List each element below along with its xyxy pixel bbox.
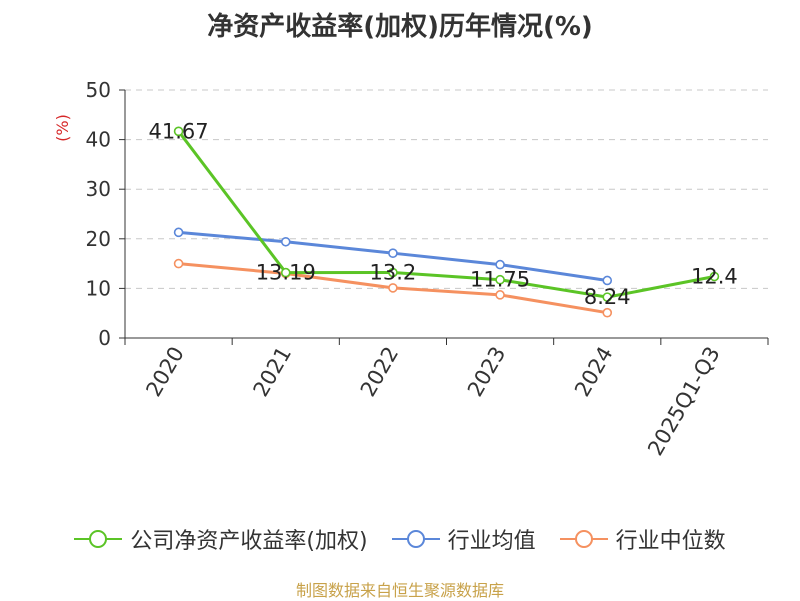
y-axis-label: (%) — [53, 114, 72, 142]
x-tick-label: 2025Q1-Q3 — [643, 343, 725, 460]
legend-marker-icon — [391, 530, 440, 548]
series-lines — [173, 126, 720, 318]
legend-marker-icon — [559, 530, 608, 548]
x-tick-label: 2024 — [570, 343, 618, 401]
series-point — [602, 275, 613, 286]
data-label: 41.67 — [149, 119, 209, 143]
series-point — [709, 271, 720, 282]
y-tick-label: 10 — [86, 276, 111, 300]
legend-item: 行业中位数 — [559, 523, 726, 555]
series-point — [495, 290, 505, 300]
grid-lines — [125, 89, 768, 289]
data-label: 8.24 — [584, 285, 631, 309]
x-tick-label: 2023 — [463, 343, 511, 401]
data-labels: 41.67 13.19 13.2 11.75 8.24 12.4 — [149, 119, 738, 309]
chart-title: 净资产收益率(加权)历年情况(%) — [207, 12, 593, 42]
series-point — [602, 292, 613, 302]
data-label: 12.4 — [691, 264, 738, 288]
legend-label: 公司净资产收益率(加权) — [130, 529, 368, 554]
data-source-note: 制图数据来自恒生聚源数据库 — [295, 581, 504, 600]
legend: 公司净资产收益率(加权) 行业均值 行业中位数 — [0, 519, 800, 559]
y-tick-label: 40 — [86, 128, 111, 152]
series-point — [388, 248, 398, 258]
legend-marker-icon — [74, 530, 123, 548]
series-point — [280, 236, 291, 247]
x-tick-label: 2020 — [141, 343, 189, 401]
series-point — [173, 227, 184, 238]
legend-label: 行业中位数 — [615, 529, 726, 554]
series-point — [388, 267, 398, 278]
series-point — [173, 126, 184, 137]
y-tick-label: 30 — [86, 177, 111, 201]
series-point — [602, 307, 613, 318]
series-line — [177, 130, 715, 299]
series-point — [388, 283, 398, 293]
x-tick-label: 2021 — [249, 343, 297, 401]
series-point — [280, 267, 291, 278]
legend-item: 行业均值 — [391, 523, 536, 555]
legend-item: 公司净资产收益率(加权) — [74, 523, 368, 555]
y-tick-label: 20 — [86, 227, 111, 251]
series-point — [495, 259, 505, 270]
series-point — [495, 274, 505, 285]
series-point — [173, 258, 184, 269]
x-tick-label: 2022 — [356, 343, 404, 401]
y-tick-label: 50 — [86, 78, 111, 102]
legend-label: 行业均值 — [447, 529, 536, 554]
line-chart: 0 10 20 30 40 50 (%) 2020 2021 2022 2023 2024 2025Q1… — [53, 78, 769, 460]
data-label: 11.75 — [470, 268, 530, 292]
data-label: 13.2 — [370, 261, 417, 285]
data-label: 13.19 — [256, 261, 316, 285]
y-tick-label: 0 — [98, 326, 111, 350]
